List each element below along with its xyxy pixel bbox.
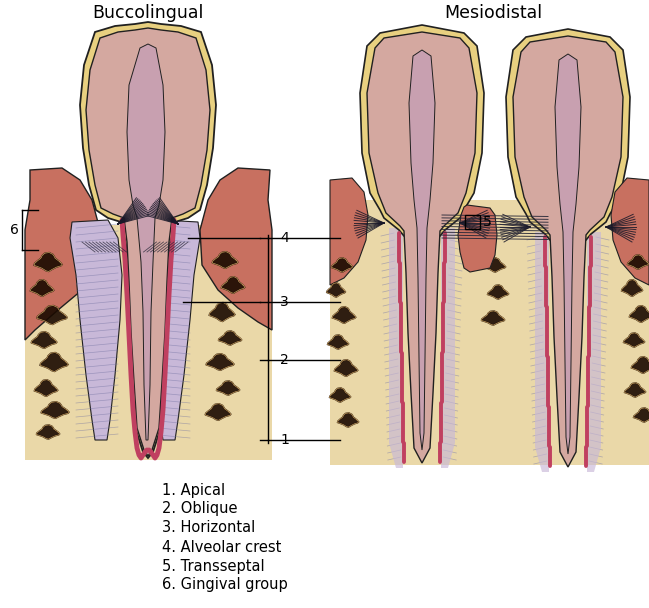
Text: 4: 4 bbox=[280, 231, 289, 245]
Text: 2: 2 bbox=[280, 353, 289, 367]
Polygon shape bbox=[41, 402, 69, 418]
Polygon shape bbox=[86, 28, 210, 456]
Text: 6. Gingival group: 6. Gingival group bbox=[162, 578, 288, 593]
Polygon shape bbox=[80, 22, 216, 458]
Polygon shape bbox=[216, 381, 239, 395]
Polygon shape bbox=[148, 220, 200, 440]
Text: 1. Apical: 1. Apical bbox=[162, 483, 225, 497]
Polygon shape bbox=[218, 331, 242, 345]
Polygon shape bbox=[441, 228, 455, 468]
Polygon shape bbox=[36, 425, 60, 439]
Polygon shape bbox=[622, 280, 643, 296]
Polygon shape bbox=[487, 285, 509, 299]
Polygon shape bbox=[630, 306, 649, 322]
Polygon shape bbox=[212, 252, 238, 268]
Text: 2. Oblique: 2. Oblique bbox=[162, 502, 238, 517]
Polygon shape bbox=[506, 29, 630, 240]
Polygon shape bbox=[25, 225, 272, 460]
Polygon shape bbox=[628, 255, 648, 269]
Polygon shape bbox=[34, 379, 58, 396]
Text: Buccolingual: Buccolingual bbox=[92, 4, 204, 22]
Polygon shape bbox=[330, 388, 350, 402]
Polygon shape bbox=[330, 178, 368, 285]
Text: 1: 1 bbox=[280, 433, 289, 447]
Polygon shape bbox=[40, 353, 68, 371]
Polygon shape bbox=[458, 205, 497, 272]
Polygon shape bbox=[631, 357, 649, 373]
Polygon shape bbox=[206, 354, 234, 370]
Text: 6: 6 bbox=[10, 223, 19, 237]
Polygon shape bbox=[485, 258, 506, 272]
Polygon shape bbox=[513, 36, 623, 467]
Polygon shape bbox=[332, 258, 352, 272]
Polygon shape bbox=[611, 178, 649, 285]
Polygon shape bbox=[25, 168, 100, 340]
Polygon shape bbox=[624, 333, 644, 347]
Polygon shape bbox=[328, 335, 349, 349]
Text: 3: 3 bbox=[280, 295, 289, 309]
Polygon shape bbox=[409, 50, 435, 450]
Polygon shape bbox=[633, 408, 649, 422]
Polygon shape bbox=[367, 32, 477, 463]
Polygon shape bbox=[31, 332, 57, 348]
Polygon shape bbox=[34, 252, 62, 272]
Text: Mesiodistal: Mesiodistal bbox=[444, 4, 542, 22]
Polygon shape bbox=[587, 232, 601, 472]
Polygon shape bbox=[31, 280, 54, 296]
Polygon shape bbox=[209, 303, 235, 322]
Polygon shape bbox=[334, 360, 358, 376]
Text: 5: 5 bbox=[483, 215, 492, 229]
Polygon shape bbox=[624, 383, 646, 397]
Bar bbox=[465, 215, 480, 229]
Polygon shape bbox=[330, 200, 649, 465]
Polygon shape bbox=[70, 220, 122, 440]
Polygon shape bbox=[37, 305, 67, 325]
Polygon shape bbox=[389, 228, 403, 468]
Polygon shape bbox=[221, 277, 245, 293]
Polygon shape bbox=[205, 404, 231, 420]
Text: 5. Transseptal: 5. Transseptal bbox=[162, 559, 265, 573]
Text: 4. Alveolar crest: 4. Alveolar crest bbox=[162, 539, 282, 554]
Polygon shape bbox=[326, 283, 345, 297]
Text: 3. Horizontal: 3. Horizontal bbox=[162, 520, 255, 536]
Polygon shape bbox=[200, 168, 272, 330]
Polygon shape bbox=[337, 413, 359, 427]
Polygon shape bbox=[360, 25, 484, 236]
Polygon shape bbox=[535, 232, 549, 472]
Polygon shape bbox=[482, 311, 505, 325]
Polygon shape bbox=[127, 44, 165, 440]
Polygon shape bbox=[332, 306, 356, 323]
Polygon shape bbox=[555, 54, 581, 454]
